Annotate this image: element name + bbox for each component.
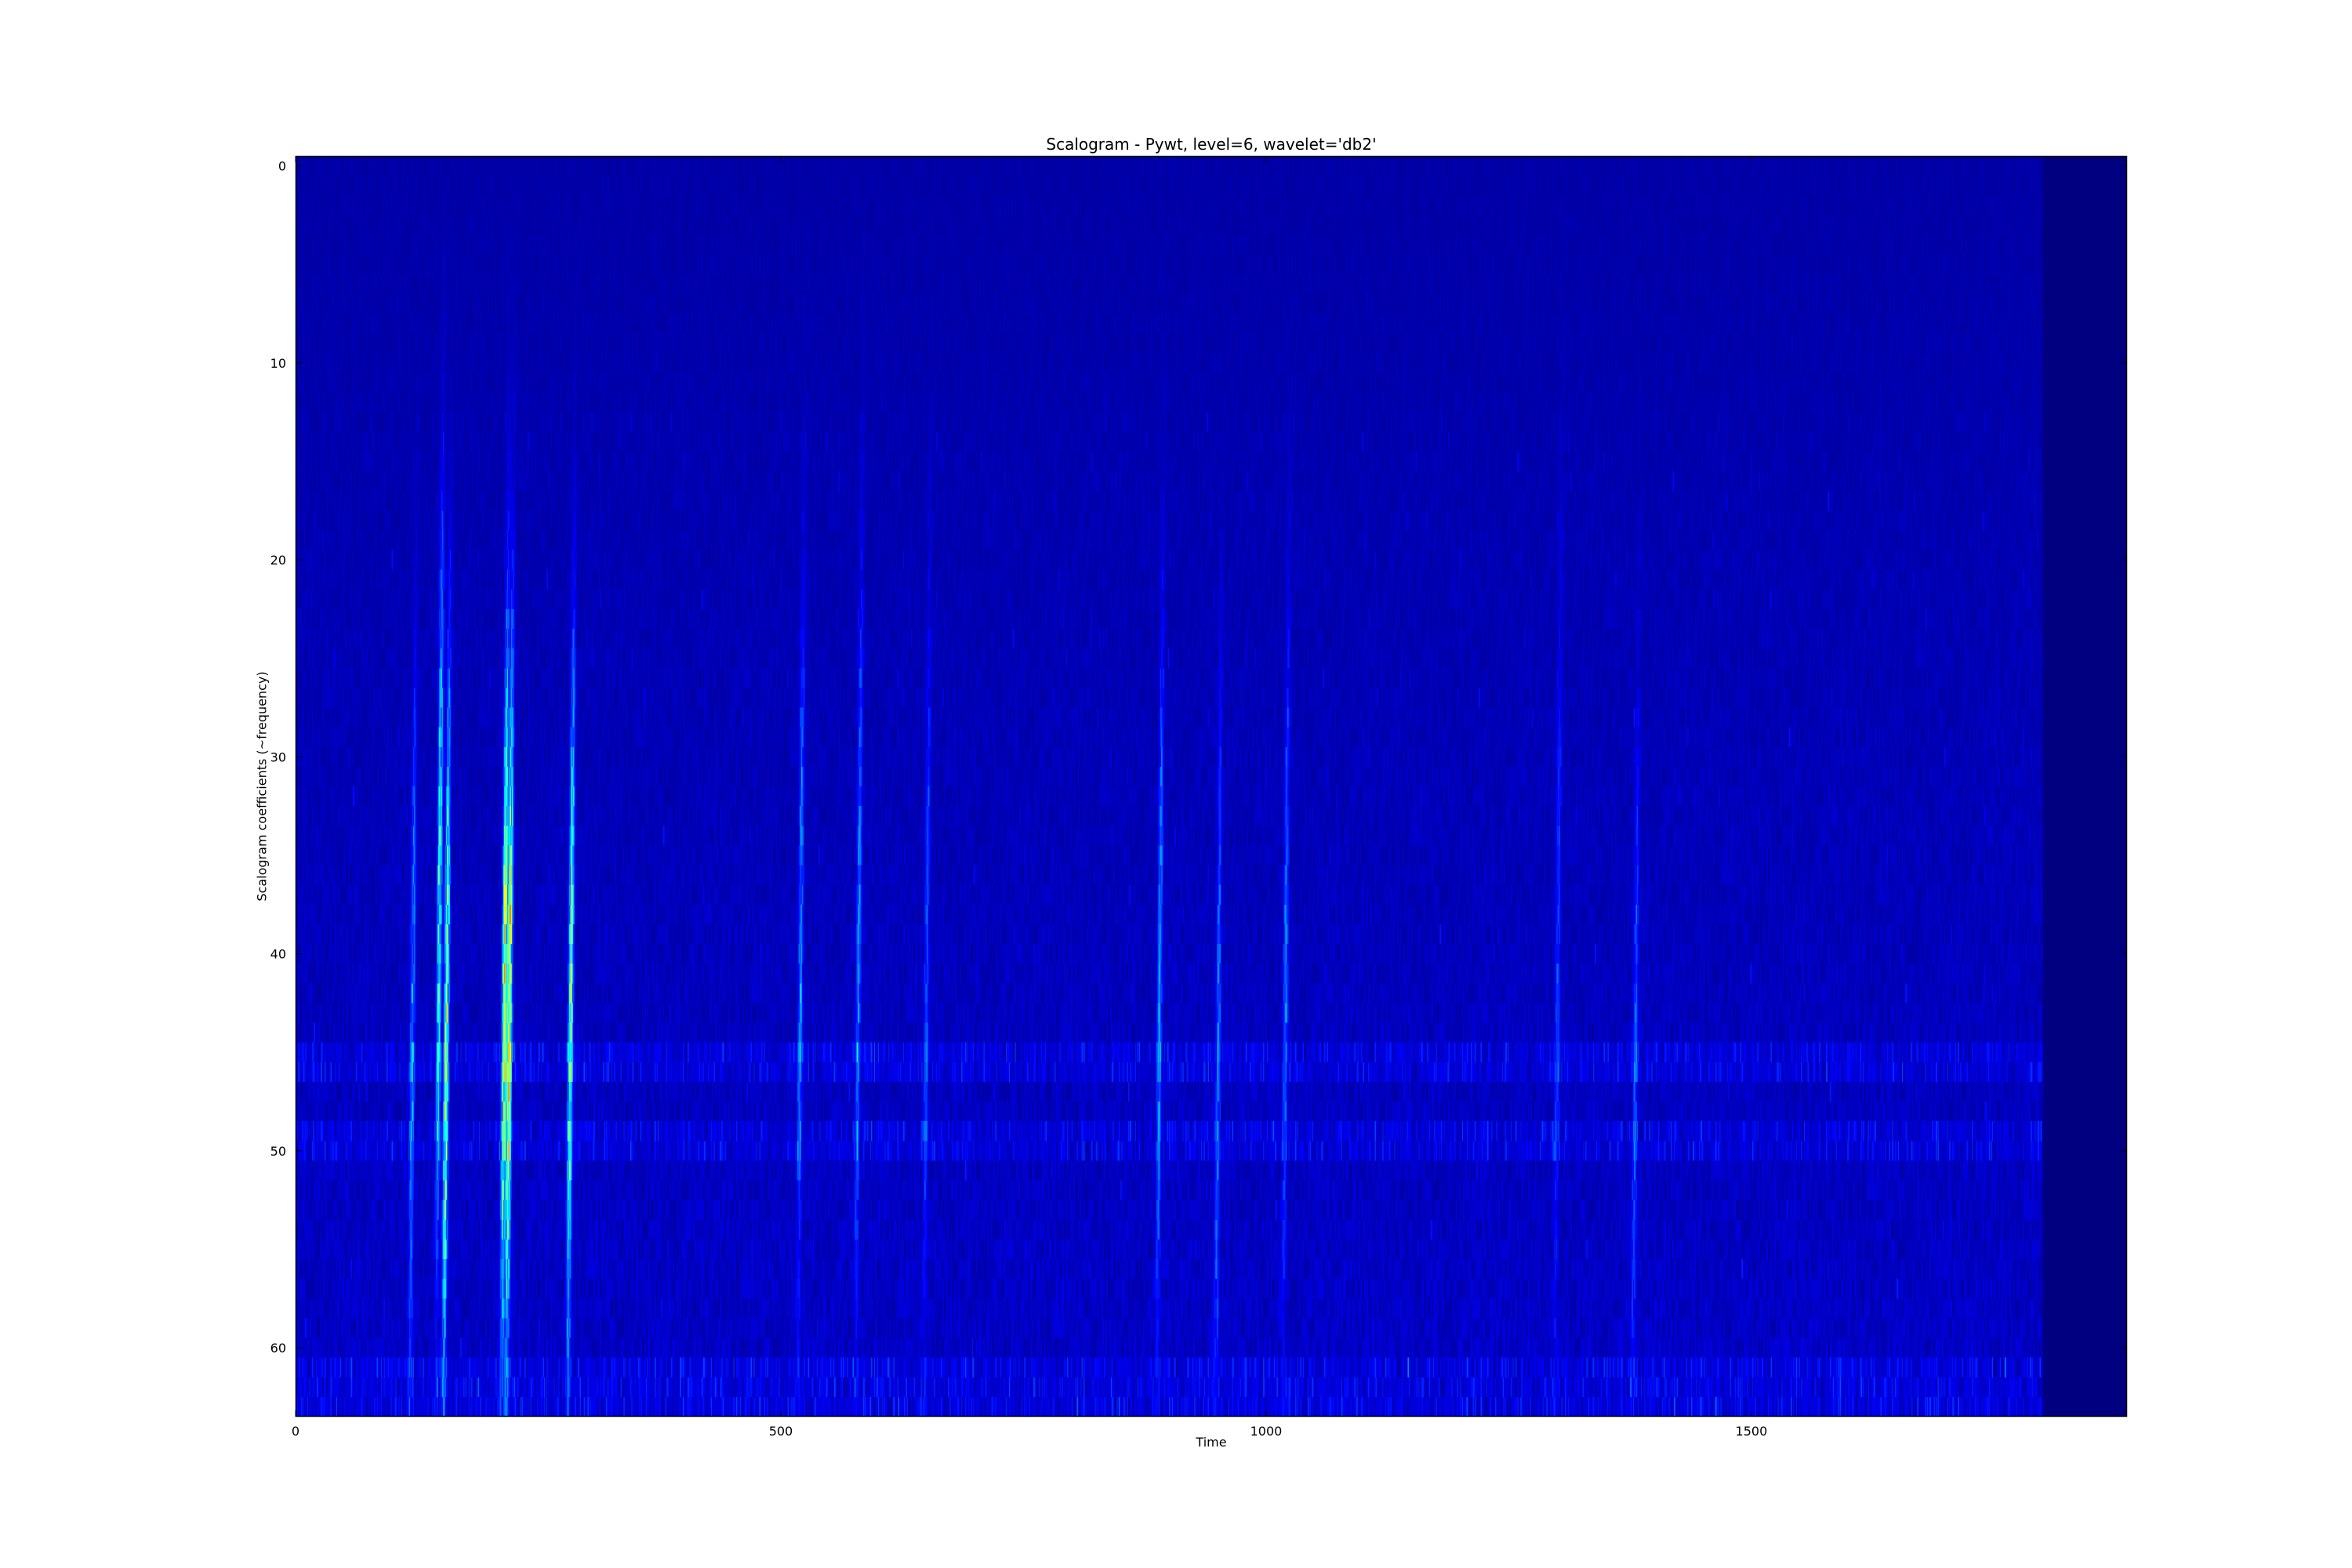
- y-tick-label: 30: [270, 750, 286, 764]
- plot-frame: [295, 155, 2128, 1417]
- x-tick-label: 1000: [1250, 1424, 1283, 1439]
- y-tick-label: 20: [270, 553, 286, 568]
- y-tick-label: 10: [270, 356, 286, 371]
- plot-area: 0 500 1000 1500 0 10 20 30 40 50 60: [270, 155, 2128, 1439]
- heatmap-image: [296, 156, 2127, 1417]
- x-tick-label: 500: [769, 1424, 793, 1439]
- y-tick-label: 0: [278, 159, 286, 174]
- x-axis-label: Time: [1196, 1435, 1227, 1450]
- x-tick-label: 0: [292, 1424, 299, 1439]
- y-tick-label: 60: [270, 1341, 286, 1356]
- axes: 0 500 1000 1500 0 10 20 30 40 50 60: [270, 155, 2128, 1439]
- y-axis-label: Scalogram coefficients (~frequency): [254, 671, 270, 902]
- x-tick-label: 1500: [1736, 1424, 1768, 1439]
- y-tick-label: 50: [270, 1144, 286, 1159]
- chart-title: Scalogram - Pywt, level=6, wavelet='db2': [1046, 135, 1377, 154]
- y-tick-label: 40: [270, 947, 286, 962]
